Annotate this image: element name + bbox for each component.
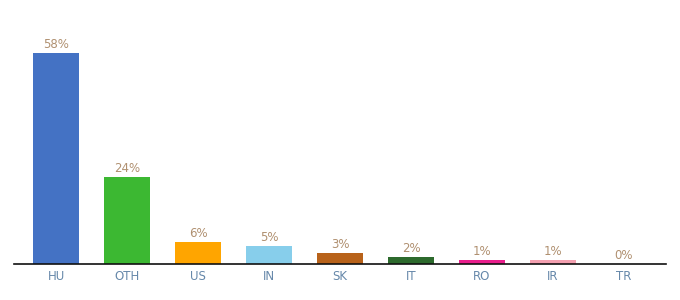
Bar	[317, 253, 363, 264]
Text: 2%: 2%	[402, 242, 420, 254]
Bar	[388, 257, 434, 264]
Bar	[459, 260, 505, 264]
Text: 1%: 1%	[473, 245, 491, 258]
Bar	[104, 177, 150, 264]
Bar	[33, 53, 80, 264]
Text: 1%: 1%	[543, 245, 562, 258]
Text: 0%: 0%	[615, 249, 633, 262]
Text: 24%: 24%	[114, 161, 140, 175]
Text: 5%: 5%	[260, 231, 278, 244]
Bar	[530, 260, 576, 264]
Bar	[246, 246, 292, 264]
Text: 6%: 6%	[189, 227, 207, 240]
Text: 58%: 58%	[44, 38, 69, 51]
Text: 3%: 3%	[330, 238, 350, 251]
Bar	[175, 242, 221, 264]
